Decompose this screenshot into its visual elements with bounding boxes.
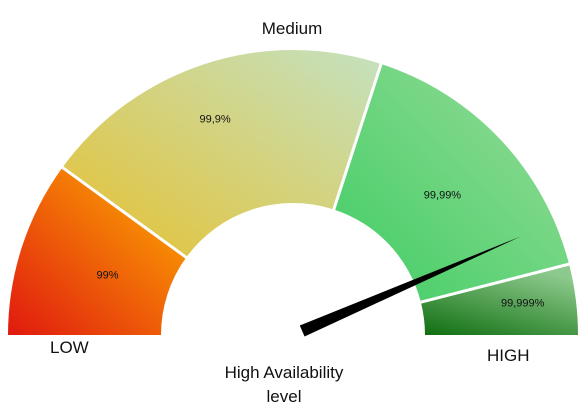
scale-label-low: LOW <box>50 338 89 357</box>
segment-divider <box>331 61 384 212</box>
segment-99-999-label: 99,999% <box>501 297 545 309</box>
caption-line-2: level <box>267 387 302 406</box>
gauge-dividers <box>59 61 572 305</box>
gauge-needle-group <box>299 236 521 337</box>
segment-99 <box>8 167 187 335</box>
gauge-segments <box>8 50 578 335</box>
segment-99-99-label: 99,99% <box>424 190 462 202</box>
segment-divider <box>59 165 189 260</box>
scale-label-medium: Medium <box>262 19 322 38</box>
segment-99-9-label: 99,9% <box>199 114 230 126</box>
segment-99-9 <box>62 50 382 258</box>
segment-99-label: 99% <box>97 270 119 282</box>
caption-line-1: High Availability <box>225 363 344 382</box>
scale-label-high: HIGH <box>487 346 530 365</box>
segment-divider <box>418 262 572 305</box>
segment-99-99 <box>333 63 570 303</box>
gauge-segment-labels: 99% 99,9% 99,99% 99,999% <box>97 114 545 310</box>
segment-99-999 <box>420 264 578 335</box>
gauge-needle <box>299 236 521 337</box>
